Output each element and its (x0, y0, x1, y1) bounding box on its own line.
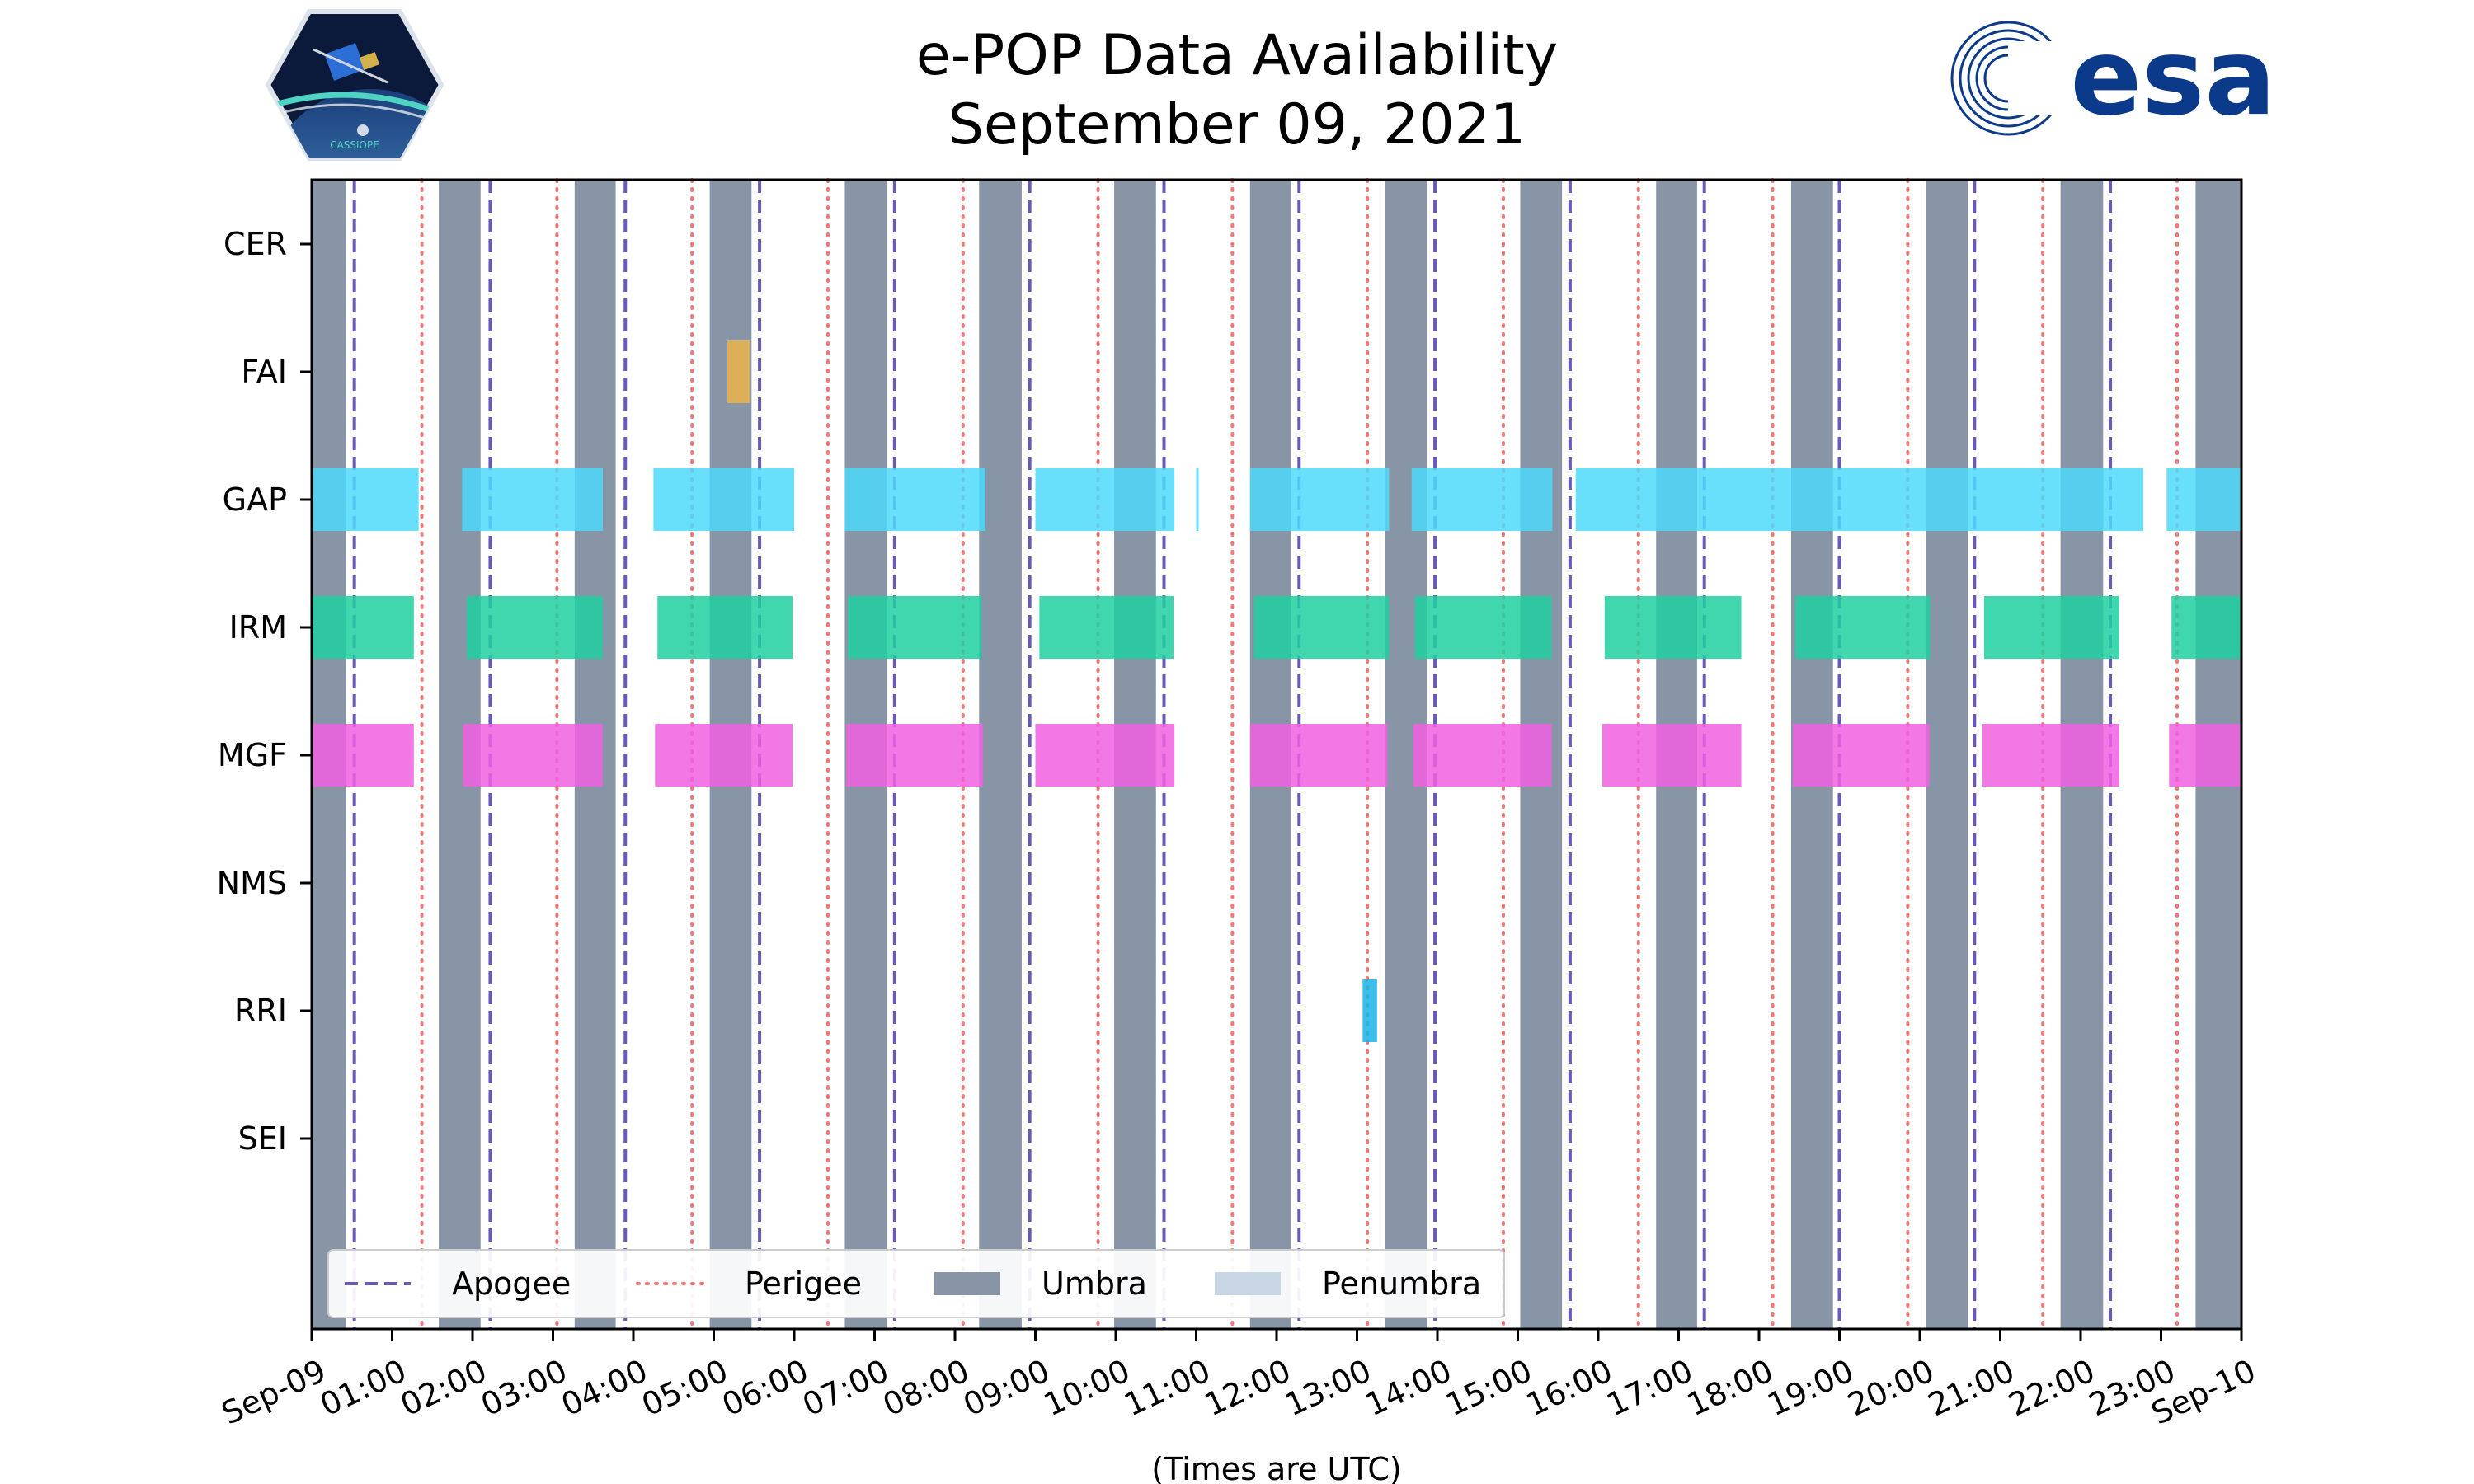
availability-bar-gap (653, 468, 794, 531)
x-tick-label: 17:00 (1601, 1352, 1698, 1423)
availability-bar-mgf (846, 724, 984, 787)
x-tick-label: 14:00 (1360, 1352, 1457, 1423)
availability-bar-mgf (1413, 724, 1552, 787)
x-tick-label: 21:00 (1922, 1352, 2020, 1423)
availability-bar-rri (1362, 979, 1377, 1042)
availability-bar-mgf (1982, 724, 2119, 787)
y-tick-label: MGF (218, 737, 287, 773)
esa-logo: esa (1950, 16, 2276, 139)
x-tick-label: 16:00 (1521, 1352, 1618, 1423)
availability-bar-irm (1414, 596, 1552, 659)
availability-bar-gap (1249, 468, 1390, 531)
availability-bar-gap (2166, 468, 2241, 531)
availability-bar-irm (657, 596, 793, 659)
legend-umbra-swatch (934, 1272, 1000, 1295)
availability-bar-gap (312, 468, 419, 531)
availability-bar-irm (1604, 596, 1742, 659)
legend-penumbra-swatch (1215, 1272, 1281, 1295)
y-tick-label: IRM (229, 609, 287, 646)
availability-bar-mgf (2169, 724, 2241, 787)
y-tick-label: NMS (217, 865, 287, 901)
availability-bar-mgf (463, 724, 603, 787)
x-tick-label: 02:00 (395, 1352, 492, 1423)
x-tick-label: 07:00 (797, 1352, 894, 1423)
x-tick-label: 15:00 (1440, 1352, 1537, 1423)
umbra-band (979, 180, 1022, 1329)
availability-bar-irm (1039, 596, 1174, 659)
availability-bar-irm (848, 596, 982, 659)
x-tick-label: 11:00 (1118, 1352, 1216, 1423)
availability-bar-mgf (1249, 724, 1388, 787)
availability-bar-gap (1035, 468, 1175, 531)
cassiope-mission-logo: CASSIOPE (265, 9, 444, 161)
availability-bar-fai (727, 340, 750, 403)
x-tick-label: 10:00 (1038, 1352, 1136, 1423)
x-tick-label: 12:00 (1199, 1352, 1296, 1423)
availability-bar-gap (844, 468, 986, 531)
x-tick-label: 01:00 (314, 1352, 412, 1423)
availability-bar-mgf (1602, 724, 1742, 787)
x-axis-label: (Times are UTC) (1151, 1451, 1401, 1484)
legend-apogee-label: Apogee (452, 1266, 571, 1302)
availability-bar-mgf (1035, 724, 1175, 787)
x-tick-label: 09:00 (957, 1352, 1055, 1423)
legend-perigee-label: Perigee (745, 1266, 862, 1302)
chart-subtitle: September 09, 2021 (948, 92, 1526, 157)
availability-bar-irm (1253, 596, 1390, 659)
x-tick-label: 06:00 (717, 1352, 814, 1423)
y-tick-label: FAI (241, 354, 287, 390)
umbra-band (1926, 180, 1968, 1329)
legend-penumbra-label: Penumbra (1322, 1266, 1481, 1302)
x-tick-label: 20:00 (1842, 1352, 1940, 1423)
availability-bar-gap (1196, 468, 1199, 531)
y-tick-label: GAP (223, 481, 287, 518)
x-tick-label: 13:00 (1279, 1352, 1376, 1423)
availability-bar-irm (312, 596, 414, 659)
x-tick-label: 05:00 (636, 1352, 733, 1423)
availability-bar-gap (1575, 468, 2144, 531)
chart-title: e-POP Data Availability (915, 23, 1559, 88)
availability-bar-irm (1794, 596, 1931, 659)
x-tick-label: Sep-09 (216, 1352, 332, 1431)
x-tick-label: 08:00 (877, 1352, 975, 1423)
availability-bar-irm (1984, 596, 2119, 659)
x-tick-label: 22:00 (2003, 1352, 2100, 1423)
legend-box (327, 1249, 1505, 1318)
availability-bar-gap (462, 468, 603, 531)
x-tick-label: 03:00 (475, 1352, 572, 1423)
svg-text:CASSIOPE: CASSIOPE (330, 139, 379, 151)
svg-text:esa: esa (2070, 16, 2275, 139)
y-tick-label: SEI (238, 1120, 287, 1157)
x-tick-label: 19:00 (1761, 1352, 1859, 1423)
x-tick-label: 04:00 (556, 1352, 653, 1423)
availability-bar-gap (1411, 468, 1553, 531)
y-tick-label: CER (223, 226, 287, 262)
availability-bar-mgf (1792, 724, 1930, 787)
availability-bar-mgf (655, 724, 793, 787)
x-tick-label: 18:00 (1681, 1352, 1779, 1423)
legend-umbra-label: Umbra (1042, 1266, 1147, 1302)
availability-bar-irm (2171, 596, 2241, 659)
availability-bar-mgf (312, 724, 414, 787)
availability-bar-irm (467, 596, 603, 659)
y-tick-label: RRI (234, 993, 287, 1029)
